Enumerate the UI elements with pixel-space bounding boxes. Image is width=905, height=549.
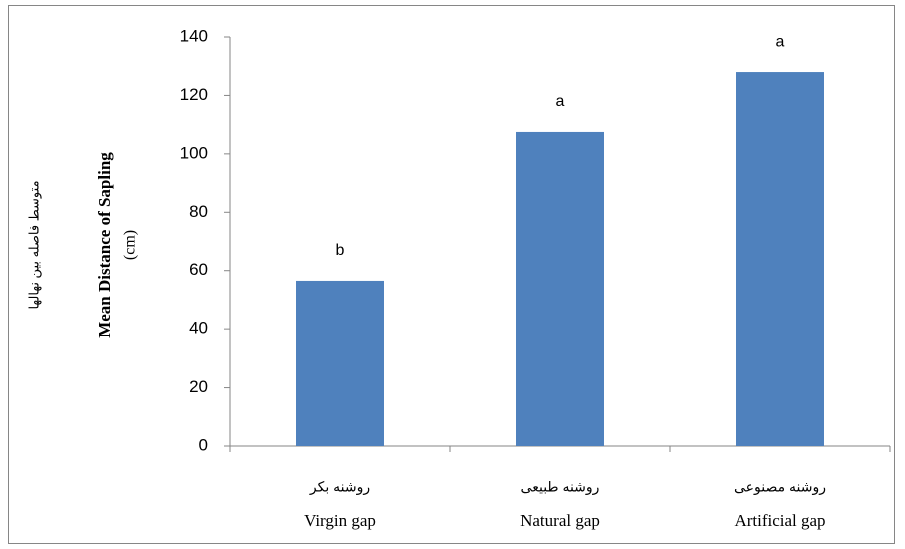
x-tick-label: Virgin gap [304, 511, 376, 530]
x-tick-label: Artificial gap [734, 511, 825, 530]
bar [516, 131, 604, 447]
y-tick-label: 40 [189, 319, 208, 338]
bar [296, 280, 384, 446]
significance-letter: b [336, 242, 345, 259]
x-tick-label-fa: روشنه مصنوعی [734, 479, 826, 496]
x-tick-label-fa: روشنه طبیعی [521, 479, 600, 496]
y-tick-label: 0 [199, 435, 208, 454]
y-tick-label: 80 [189, 202, 208, 221]
significance-letter: a [556, 93, 565, 110]
y-tick-label: 140 [180, 26, 208, 45]
y-label-fa: متوسط فاصله بین نهالها [26, 180, 42, 309]
y-label-group: Mean Distance of Sapling [95, 152, 114, 338]
x-tick-label: Natural gap [520, 511, 600, 530]
bar [736, 72, 824, 447]
y-label-group: متوسط فاصله بین نهالها [26, 180, 42, 309]
y-label-unit: (cm) [122, 230, 139, 260]
y-tick-label: 120 [180, 85, 208, 104]
x-tick-label-fa: روشنه بکر [309, 479, 370, 496]
y-tick-label: 60 [189, 260, 208, 279]
significance-letter: a [776, 33, 785, 50]
y-label-group: (cm) [122, 230, 139, 260]
y-tick-label: 20 [189, 377, 208, 396]
y-label-en: Mean Distance of Sapling [95, 152, 114, 338]
y-tick-label: 100 [180, 143, 208, 162]
